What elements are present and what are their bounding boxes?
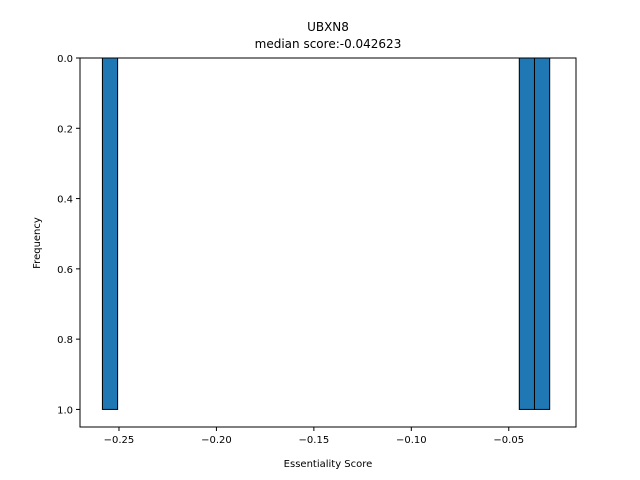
x-tick-label: −0.15	[299, 435, 330, 446]
y-axis-ticks: 0.0 0.2 0.4 0.6 0.8 1.0	[57, 54, 80, 416]
x-axis-ticks: −0.25 −0.20 −0.15 −0.10 −0.05	[104, 427, 524, 446]
y-tick-label: 0.0	[57, 54, 73, 65]
y-tick-label: 0.8	[57, 335, 73, 346]
histogram-bar	[518, 57, 535, 410]
y-axis-label: Frequency	[32, 217, 43, 269]
histogram-bar	[533, 57, 551, 410]
x-axis-label: Essentiality Score	[284, 459, 373, 470]
y-tick-label: 0.6	[57, 265, 73, 276]
bars-group	[101, 57, 551, 410]
plot-frame	[79, 57, 577, 428]
x-tick-label: −0.25	[104, 435, 135, 446]
x-tick-label: −0.20	[201, 435, 232, 446]
y-tick-label: 0.4	[57, 195, 73, 206]
x-tick-label: −0.05	[493, 435, 524, 446]
x-tick-label: −0.10	[396, 435, 427, 446]
histogram-bar	[101, 57, 119, 410]
y-tick-label: 0.2	[57, 124, 73, 135]
chart-title: UBXN8	[307, 20, 349, 34]
chart-subtitle: median score:-0.042623	[255, 37, 402, 51]
y-tick-label: 1.0	[57, 405, 73, 416]
